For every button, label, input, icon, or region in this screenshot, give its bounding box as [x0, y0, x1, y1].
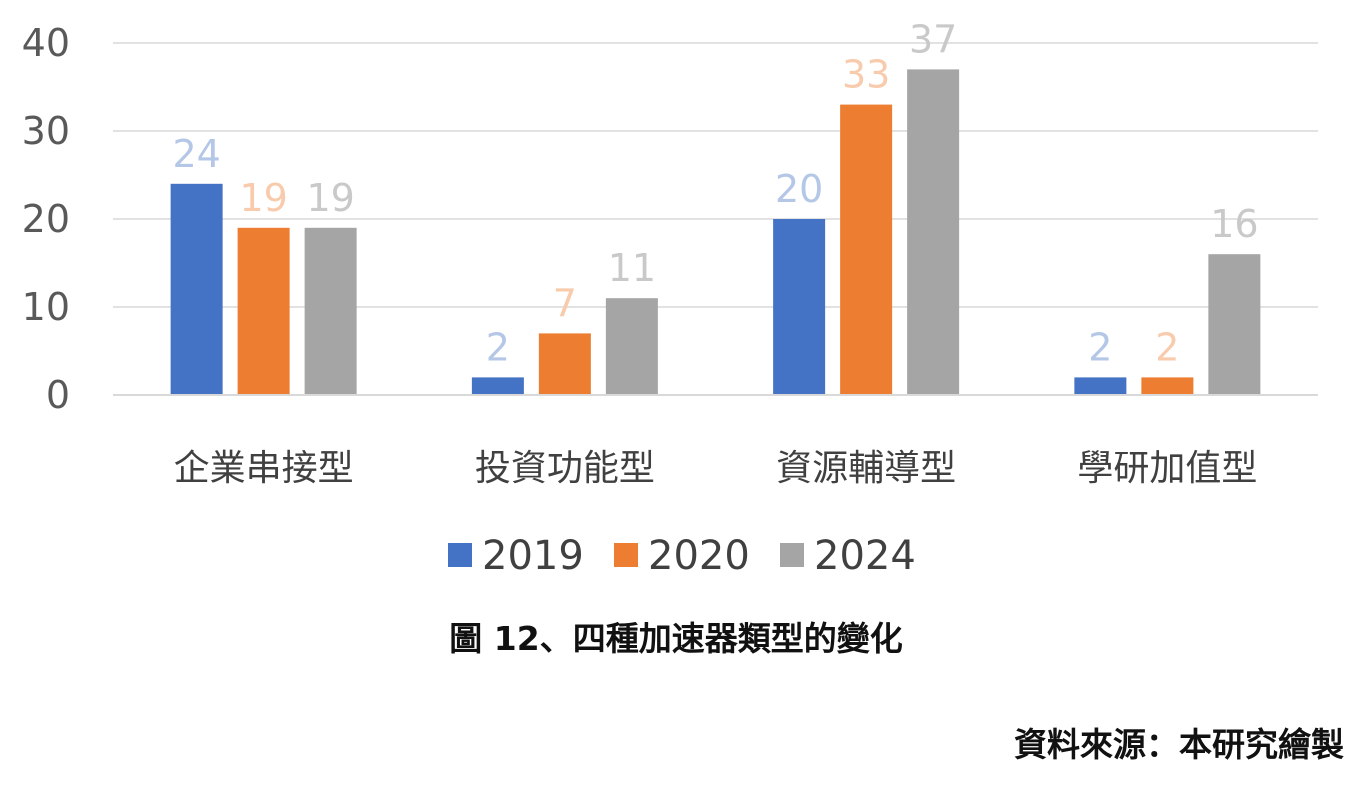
data-label: 2 — [1088, 325, 1112, 369]
x-category-label: 投資功能型 — [475, 448, 655, 489]
data-label: 11 — [608, 246, 656, 290]
bar-2024 — [907, 69, 960, 396]
legend-swatch-2020 — [614, 543, 638, 567]
data-label: 16 — [1210, 202, 1258, 246]
y-tick-label: 0 — [46, 373, 70, 417]
figure-caption: 圖 12、四種加速器類型的變化 — [449, 619, 903, 658]
data-label: 2 — [486, 325, 510, 369]
bar-2019 — [471, 377, 524, 395]
legend-label: 2020 — [648, 533, 750, 579]
y-tick-label: 40 — [22, 21, 70, 65]
bar-2020 — [1141, 377, 1194, 395]
data-label: 37 — [909, 17, 957, 61]
x-category-label: 學研加值型 — [1077, 448, 1257, 489]
bar-2019 — [170, 183, 223, 395]
bar-2019 — [773, 219, 826, 395]
y-tick-label: 30 — [22, 109, 70, 153]
data-label: 19 — [239, 176, 287, 220]
data-label: 19 — [306, 176, 354, 220]
data-label: 24 — [172, 132, 220, 176]
data-label: 20 — [775, 167, 823, 211]
bar-2020 — [538, 333, 591, 395]
data-label: 33 — [842, 53, 890, 97]
legend-swatch-2024 — [780, 543, 804, 567]
bar-2024 — [304, 227, 357, 395]
source-note: 資料來源：本研究繪製 — [1014, 725, 1344, 764]
bar-2020 — [840, 104, 893, 395]
legend-swatch-2019 — [448, 543, 472, 567]
bar-2019 — [1074, 377, 1127, 395]
legend-label: 2024 — [814, 533, 916, 579]
x-category-label: 企業串接型 — [174, 448, 354, 489]
data-label: 7 — [553, 281, 577, 325]
y-tick-label: 10 — [22, 285, 70, 329]
bar-2020 — [237, 227, 290, 395]
x-category-label: 資源輔導型 — [776, 448, 956, 489]
legend-label: 2019 — [482, 533, 584, 579]
data-label: 2 — [1155, 325, 1179, 369]
bar-2024 — [605, 298, 658, 395]
y-tick-label: 20 — [22, 197, 70, 241]
bar-2024 — [1208, 254, 1261, 395]
